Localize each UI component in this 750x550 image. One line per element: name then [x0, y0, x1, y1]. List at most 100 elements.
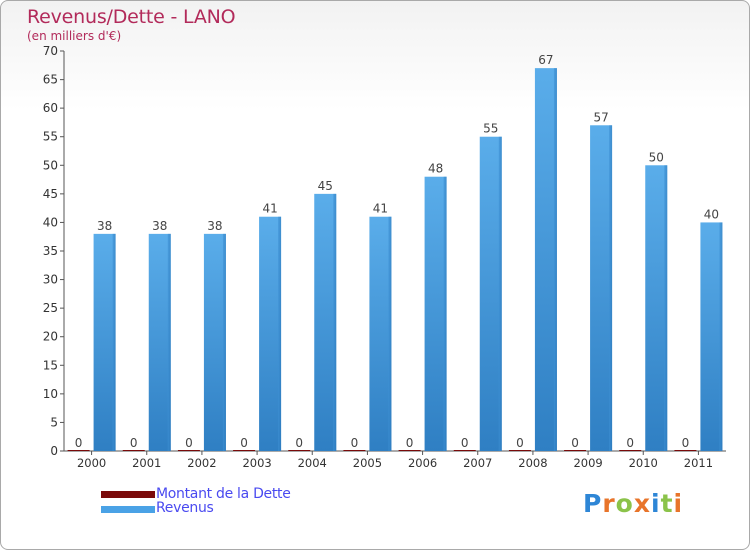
revenue-bar-shade — [222, 233, 226, 451]
debt-value-label: 0 — [130, 436, 138, 450]
x-tick-label: 2010 — [629, 456, 658, 470]
revenue-bar-shade — [553, 68, 557, 452]
revenue-value-label: 55 — [483, 122, 498, 136]
x-tick-label: 2005 — [353, 456, 382, 470]
axes: 0 5 10 15 20 25 30 35 40 45 50 55 60 65 70 — [43, 44, 726, 458]
logo-letter: i — [651, 489, 661, 518]
debt-value-label: 0 — [75, 436, 83, 450]
revenue-bar — [479, 136, 502, 451]
revenue-bar-shade — [388, 216, 392, 451]
y-tick-label: 10 — [43, 387, 58, 401]
revenue-bar — [203, 233, 226, 451]
legend-swatch-revenue — [101, 506, 155, 513]
debt-value-label: 0 — [516, 436, 524, 450]
revenue-value-label: 48 — [428, 162, 443, 176]
x-tick-label: 2000 — [77, 456, 106, 470]
y-tick-label: 45 — [43, 187, 58, 201]
revenue-bar — [369, 216, 392, 451]
debt-value-label: 0 — [571, 436, 579, 450]
revenue-value-label: 38 — [152, 219, 167, 233]
debt-value-label: 0 — [185, 436, 193, 450]
revenue-bar — [314, 193, 337, 451]
debt-bar — [67, 450, 90, 451]
logo-letter: i — [673, 489, 684, 518]
revenue-bar — [590, 125, 613, 452]
revenue-value-label: 38 — [97, 219, 112, 233]
revenue-bar — [534, 68, 557, 452]
debt-bar — [233, 450, 256, 451]
revenue-value-label: 38 — [207, 219, 222, 233]
x-tick-label: 2007 — [463, 456, 492, 470]
x-tick-label: 2011 — [684, 456, 713, 470]
x-tick-label: 2004 — [298, 456, 327, 470]
y-tick-label: 65 — [43, 73, 58, 87]
debt-bar — [343, 450, 366, 451]
chart-title: Revenus/Dette - LANO — [27, 6, 236, 28]
revenue-bar — [148, 233, 171, 451]
revenue-bar — [93, 233, 116, 451]
labels: 2000 0 38 2001 0 38 2002 0 38 2003 0 41 2004 0 45 2005 0… — [75, 53, 719, 470]
proxiti-logo: Proxiti — [583, 489, 683, 518]
y-tick-label: 40 — [43, 215, 58, 229]
debt-value-label: 0 — [682, 436, 690, 450]
y-tick-label: 55 — [43, 130, 58, 144]
revenue-value-label: 41 — [262, 202, 277, 216]
chart-subtitle: (en milliers d'€) — [27, 29, 122, 43]
revenue-value-label: 57 — [593, 110, 608, 124]
debt-bar — [453, 450, 476, 451]
debt-bar — [619, 450, 642, 451]
revenue-bar — [645, 165, 668, 452]
revenue-bar-shade — [443, 176, 447, 451]
y-tick-label: 15 — [43, 358, 58, 372]
y-tick-label: 5 — [50, 415, 58, 429]
revenue-bar-shade — [112, 233, 116, 451]
legend-label-revenue: Revenus — [156, 500, 214, 516]
y-tick-label: 30 — [43, 273, 58, 287]
y-tick-label: 60 — [43, 101, 58, 115]
revenue-value-label: 45 — [318, 179, 333, 193]
y-tick-label: 35 — [43, 244, 58, 258]
logo-letter: P — [583, 489, 603, 518]
revenue-bar — [259, 216, 282, 451]
x-tick-label: 2009 — [573, 456, 602, 470]
revenue-bar-shade — [664, 165, 668, 452]
revenue-bar-shade — [609, 125, 613, 452]
legend-label-debt: Montant de la Dette — [156, 486, 291, 502]
y-tick-label: 0 — [50, 444, 58, 458]
debt-value-label: 0 — [295, 436, 303, 450]
x-tick-label: 2001 — [132, 456, 161, 470]
revenue-value-label: 50 — [649, 150, 664, 164]
revenue-bar-shade — [167, 233, 171, 451]
logo-letter: o — [615, 489, 634, 518]
y-tick-label: 25 — [43, 301, 58, 315]
debt-bar — [177, 450, 200, 451]
revenue-value-label: 40 — [704, 207, 719, 221]
revenue-value-label: 67 — [538, 53, 553, 67]
x-tick-label: 2006 — [408, 456, 437, 470]
y-tick-label: 20 — [43, 330, 58, 344]
revenue-bar-shade — [719, 222, 723, 451]
legend-swatch-debt — [101, 491, 155, 498]
y-tick-label: 70 — [43, 44, 58, 58]
x-tick-label: 2003 — [242, 456, 271, 470]
debt-value-label: 0 — [626, 436, 634, 450]
debt-bar — [122, 450, 145, 451]
revenue-bar-shade — [333, 193, 337, 451]
debt-bar — [398, 450, 421, 451]
revenue-bar-shade — [498, 136, 502, 451]
revenue-bar — [424, 176, 447, 451]
debt-value-label: 0 — [461, 436, 469, 450]
x-tick-label: 2008 — [518, 456, 547, 470]
debt-value-label: 0 — [240, 436, 248, 450]
x-tick-label: 2002 — [187, 456, 216, 470]
revenue-bar — [700, 222, 723, 451]
debt-value-label: 0 — [406, 436, 414, 450]
debt-bar — [564, 450, 587, 451]
y-tick-label: 50 — [43, 158, 58, 172]
revenue-value-label: 41 — [373, 202, 388, 216]
debt-bar — [288, 450, 311, 451]
logo-letter: x — [633, 489, 651, 518]
debt-bar — [674, 450, 697, 451]
